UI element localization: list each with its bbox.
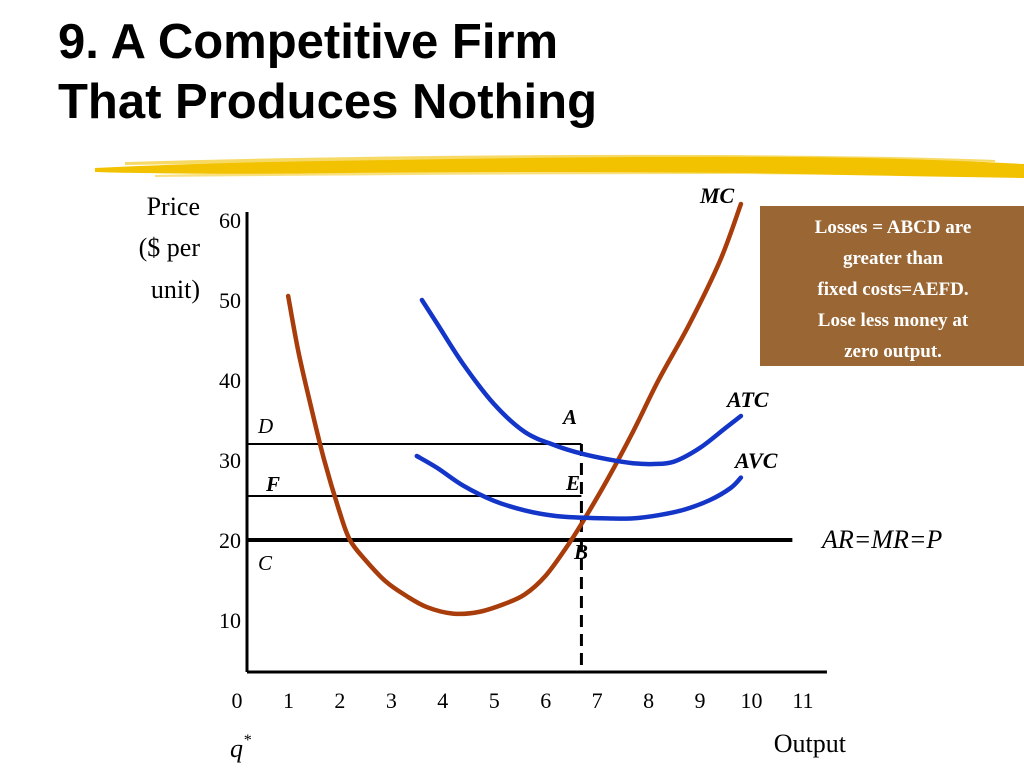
x-tick-label: 2 [334,688,345,713]
callout-line-4: Lose less money at [817,310,969,331]
point-labels: A E B D F C [257,405,588,575]
y-axis-title-line-2: ($ per [139,233,201,262]
point-label-a: A [561,405,577,429]
x-axis-title: Output [774,729,847,758]
x-tick-label: 5 [489,688,500,713]
slide-title: 9. A Competitive Firm That Produces Noth… [58,12,597,132]
x-tick-label: 7 [592,688,603,713]
x-tick-labels: 0 1 2 3 4 5 6 7 8 9 10 11 [232,688,814,713]
mc-curve [285,201,744,617]
y-tick-labels: 10 20 30 40 50 60 [219,208,241,633]
price-line-label: AR=MR=P [820,525,942,554]
callout-line-2: greater than [842,248,944,269]
title-line-1: 9. A Competitive Firm [58,15,559,69]
y-tick-label: 20 [219,528,241,553]
point-label-b: B [573,540,588,564]
callout-line-3: fixed costs=AEFD. [817,279,969,300]
x-tick-label: 6 [540,688,551,713]
y-tick-label: 50 [219,288,241,313]
highlighter-streak-1 [125,154,995,165]
x-tick-label: 8 [643,688,654,713]
highlighter-streak-2 [155,169,1010,177]
q-star-superscript: * [243,732,251,749]
y-tick-label: 10 [219,608,241,633]
x-tick-label: 11 [792,688,813,713]
y-axis-title-line-3: unit) [151,275,200,304]
callout-line-5: zero output. [844,341,942,362]
y-axis-title-line-1: Price [147,192,200,221]
title-line-2: That Produces Nothing [58,75,597,129]
x-tick-label: 0 [232,688,243,713]
atc-curve [419,297,744,467]
x-tick-label: 1 [283,688,294,713]
y-axis-title: Price ($ per unit) [139,192,201,304]
x-tick-label: 4 [437,688,448,713]
avc-curve [414,453,744,521]
x-tick-label: 3 [386,688,397,713]
curves [285,201,744,617]
x-tick-label: 9 [695,688,706,713]
losses-callout: Losses = ABCD are greater than fixed cos… [760,206,1024,366]
avc-curve-label: AVC [733,448,778,473]
point-label-c: C [258,551,273,575]
atc-curve-label: ATC [725,387,769,412]
highlighter-stroke [95,154,1024,178]
curve-labels: MC ATC AVC [699,183,778,473]
q-star-label: q* [230,732,251,763]
mc-curve-label: MC [699,183,735,208]
q-star-letter: q [230,734,243,763]
reference-lines [247,443,582,497]
x-tick-label: 10 [741,688,763,713]
callout-line-1: Losses = ABCD are [814,217,972,238]
y-tick-label: 30 [219,448,241,473]
point-label-e: E [565,471,580,495]
y-tick-label: 60 [219,208,241,233]
point-label-f: F [265,472,280,496]
y-tick-label: 40 [219,368,241,393]
point-label-d: D [257,414,273,438]
